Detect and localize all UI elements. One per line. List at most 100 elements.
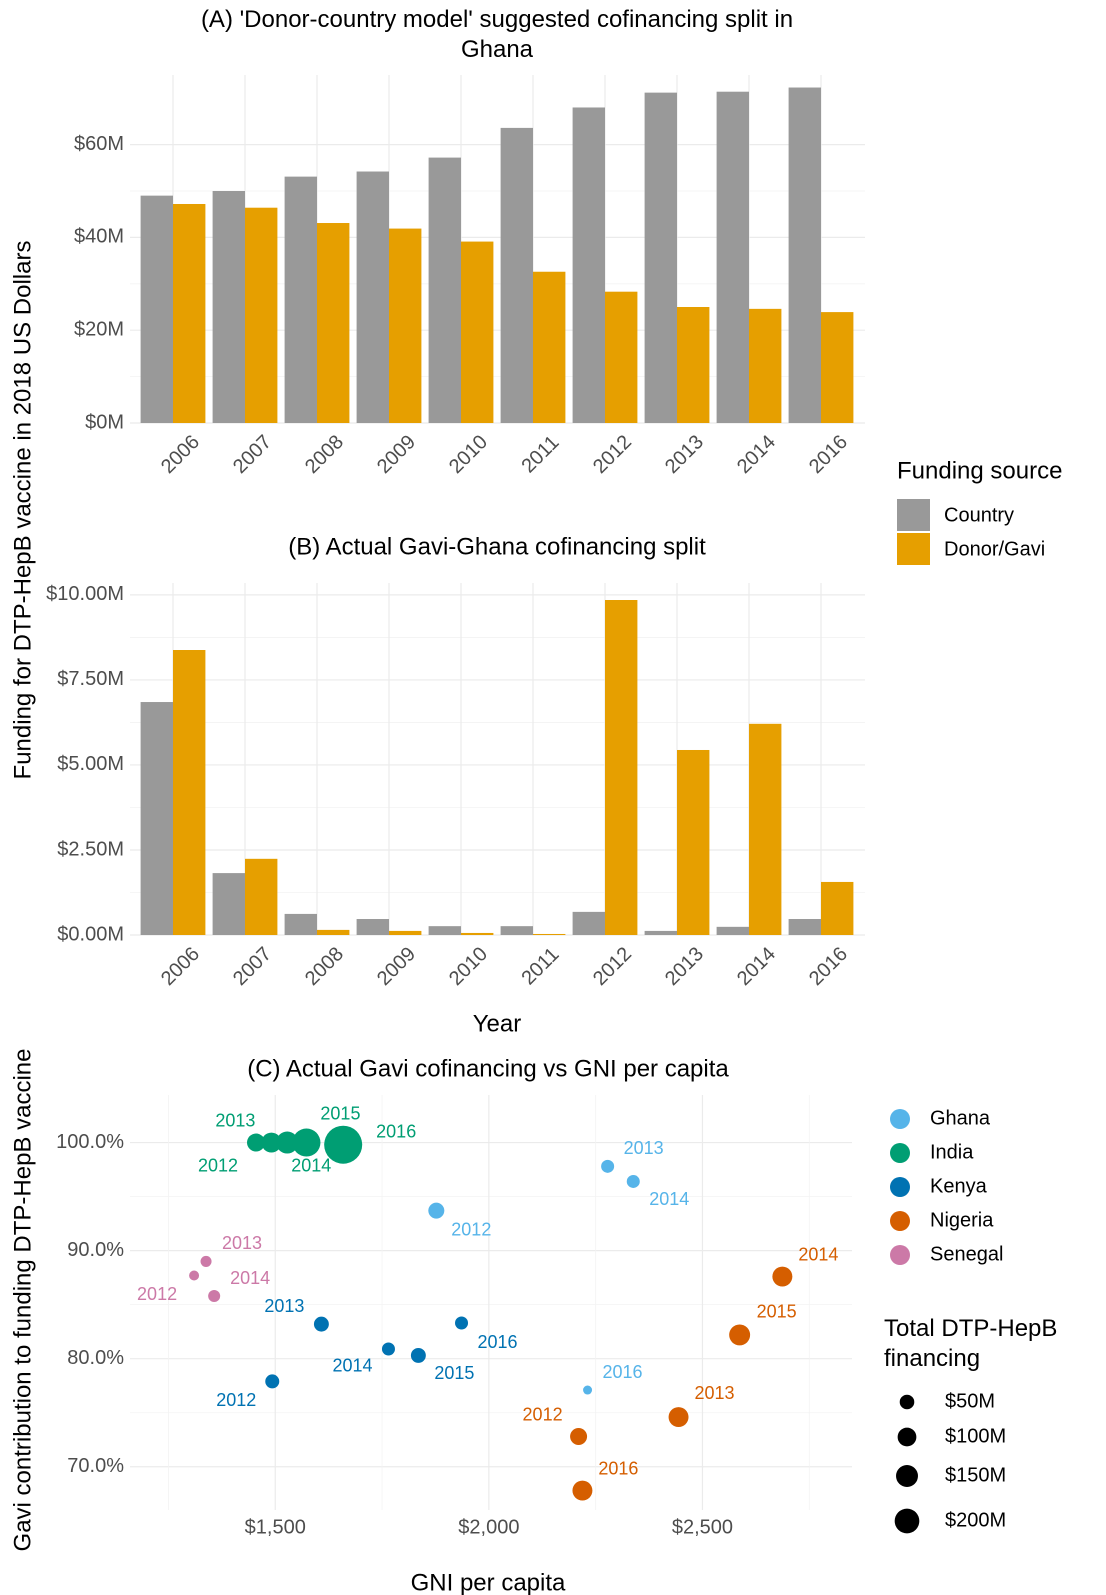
point-label: 2015 [320,1103,360,1123]
legend-label: Nigeria [930,1209,994,1231]
x-tick-label: 2007 [229,431,276,478]
bar [788,87,821,423]
bar [284,176,317,423]
size-legend-label: $200M [945,1509,1006,1531]
point-label: 2016 [477,1332,517,1352]
bar [356,171,389,423]
y-axis-label: Funding for DTP-HepB vaccine in 2018 US … [9,241,36,780]
y-tick-label: $7.50M [57,668,124,690]
y-tick-label: $5.00M [57,753,124,775]
size-legend-label: $100M [945,1425,1006,1447]
size-legend-label: $150M [945,1464,1006,1486]
point-label: 2013 [624,1138,664,1158]
bar [821,881,854,935]
x-tick-label: 2014 [733,431,780,478]
bar [716,91,749,423]
bar [605,600,638,935]
y-tick-label: $2.50M [57,838,124,860]
point-label: 2012 [137,1284,177,1304]
point-label: 2012 [198,1155,238,1175]
size-legend-title: Total DTP-HepB financing [884,1315,1058,1372]
legend-label: Donor/Gavi [944,538,1045,560]
x-axis-label: Year [473,1010,522,1037]
bar [317,929,350,935]
y-tick-label: $20M [74,318,124,340]
x-tick-label: 2008 [301,943,348,990]
point-label: 2012 [523,1404,563,1424]
point-label: 2013 [222,1233,262,1253]
bar [428,157,461,424]
legend-label: Ghana [930,1107,991,1129]
legend-label: Kenya [930,1175,988,1197]
x-tick-label: 2011 [518,432,564,478]
point-label: 2013 [215,1110,255,1130]
x-tick-label: 2006 [157,431,204,478]
legend-key [890,1177,910,1197]
size-legend-key [897,1427,917,1447]
point-label: 2015 [757,1302,797,1322]
bar [212,873,245,935]
size-legend-key [894,1508,920,1534]
bar [428,926,461,935]
bar [677,307,710,423]
bar [533,933,566,935]
point [261,1132,282,1153]
size-legend-key [899,1394,915,1410]
x-tick-label: 2016 [805,943,852,990]
bar [788,919,821,935]
point-label: 2014 [291,1155,331,1175]
point-label: 2014 [332,1356,372,1376]
bar [500,926,533,935]
x-tick-label: 2006 [157,943,204,990]
size-legend-key [896,1465,918,1487]
y-tick-label: $10.00M [46,583,124,605]
bar [245,858,278,935]
x-tick-label: 2010 [445,943,492,990]
bar [284,913,317,935]
legend-key [890,1109,910,1129]
bar [212,191,245,423]
y-tick-label: $40M [74,226,124,248]
y-tick-label: $0M [85,411,124,433]
bar [644,930,677,935]
point-label: 2012 [216,1390,256,1410]
point [313,1316,329,1332]
bar [644,92,677,423]
x-tick-label: 2014 [733,943,780,990]
point-label: 2016 [376,1121,416,1141]
point [601,1159,615,1173]
point [626,1174,640,1188]
point [428,1202,445,1219]
legend-key [890,1211,910,1231]
bar [173,649,206,935]
x-tick-label: 2008 [301,431,348,478]
bar [572,911,605,935]
point-label: 2014 [230,1268,270,1288]
legend-label: Country [944,504,1014,526]
chart-title: (B) Actual Gavi-Ghana cofinancing split [288,533,706,560]
point-label: 2016 [603,1362,643,1382]
y-tick-label: 90.0% [67,1239,124,1261]
x-tick-label: $2,000 [458,1516,519,1538]
point [189,1270,200,1281]
point [572,1480,593,1501]
point [570,1428,588,1446]
legend-key [897,533,930,565]
y-tick-label: 70.0% [67,1455,124,1477]
x-tick-label: 2013 [661,431,708,478]
x-tick-label: 2010 [445,431,492,478]
legend-label: Senegal [930,1243,1003,1265]
legend-key [897,499,930,531]
bar [716,926,749,935]
point [208,1290,221,1303]
bar [461,241,494,423]
point [381,1342,395,1356]
point-label: 2016 [598,1458,638,1478]
y-tick-label: $0.00M [57,923,124,945]
x-tick-label: $2,500 [672,1516,733,1538]
bar [317,223,350,423]
point-label: 2013 [264,1296,304,1316]
point [247,1133,266,1152]
x-tick-label: 2012 [589,431,636,478]
